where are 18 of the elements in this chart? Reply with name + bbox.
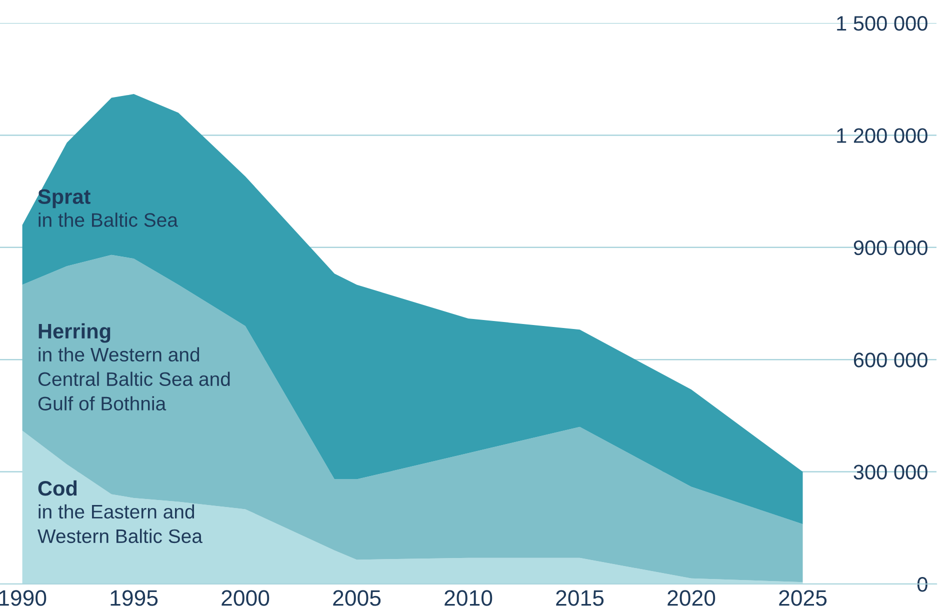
series-label: Sprat xyxy=(38,189,90,208)
y-tick-label: 900 000 xyxy=(854,240,928,256)
y-tick-label: 300 000 xyxy=(854,464,928,480)
x-tick-label: 2025 xyxy=(779,590,827,606)
y-tick-label: 1 500 000 xyxy=(837,16,928,31)
y-tick-label: 1 200 000 xyxy=(837,128,928,143)
series-label: Cod xyxy=(38,480,77,496)
series-label: Herring xyxy=(38,323,110,343)
annotation: in the Western and Central Baltic Sea and Gulf of Bothnia xyxy=(38,347,230,410)
x-tick-label: 2005 xyxy=(333,590,381,606)
annotation: in the Eastern and Western Baltic Sea xyxy=(38,504,202,544)
x-tick-label: 2015 xyxy=(556,590,604,606)
annotation: in the Baltic Sea xyxy=(38,212,178,227)
x-tick-label: 1995 xyxy=(110,590,158,606)
x-tick-label: 2000 xyxy=(222,590,270,606)
x-tick-label: 2020 xyxy=(668,590,716,606)
x-tick-label: 2010 xyxy=(444,590,492,606)
y-tick-label: 600 000 xyxy=(854,352,928,368)
